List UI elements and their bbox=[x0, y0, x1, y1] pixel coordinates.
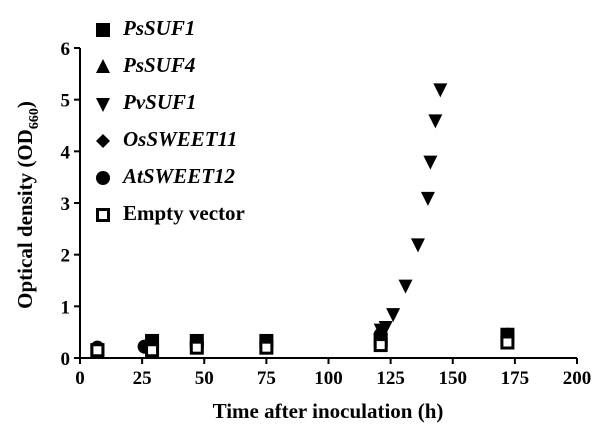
marker-triangle-down bbox=[420, 191, 435, 206]
legend-label: OsSWEET11 bbox=[123, 127, 237, 151]
marker-open-square bbox=[373, 338, 388, 353]
y-tick-label: 2 bbox=[61, 246, 71, 267]
marker-square bbox=[96, 23, 110, 37]
marker-open-square bbox=[500, 335, 515, 350]
x-tick-label: 25 bbox=[133, 368, 152, 389]
x-tick-label: 50 bbox=[195, 368, 214, 389]
marker-triangle-down bbox=[96, 98, 110, 112]
y-axis-title-text: Optical density (OD bbox=[13, 129, 37, 309]
y-axis-title-sub: 660 bbox=[27, 108, 42, 129]
x-tick-label: 150 bbox=[439, 368, 468, 389]
legend-label: PsSUF4 bbox=[122, 53, 195, 77]
marker-open-square bbox=[145, 343, 160, 358]
x-tick-label: 175 bbox=[501, 368, 530, 389]
marker-triangle-up bbox=[96, 59, 110, 73]
marker-open-square bbox=[96, 208, 110, 222]
legend-label: AtSWEET12 bbox=[121, 164, 236, 188]
y-tick-label: 5 bbox=[61, 91, 71, 112]
y-tick-label: 4 bbox=[61, 142, 71, 163]
x-tick-label: 100 bbox=[314, 368, 343, 389]
legend-label: PvSUF1 bbox=[122, 90, 197, 114]
marker-triangle-down bbox=[433, 83, 448, 98]
y-axis-title-end: ) bbox=[13, 101, 37, 108]
marker-circle bbox=[96, 171, 110, 185]
x-tick-label: 0 bbox=[75, 368, 85, 389]
x-axis-title: Time after inoculation (h) bbox=[213, 399, 444, 423]
marker-open-square bbox=[189, 340, 204, 355]
x-tick-label: 125 bbox=[376, 368, 405, 389]
marker-diamond bbox=[96, 134, 110, 148]
y-tick-label: 3 bbox=[61, 194, 71, 215]
marker-triangle-down bbox=[398, 279, 413, 294]
y-tick-label: 1 bbox=[61, 297, 71, 318]
marker-open-square bbox=[259, 340, 274, 355]
y-tick-label: 0 bbox=[61, 349, 71, 370]
legend-label: Empty vector bbox=[123, 201, 245, 225]
x-tick-label: 75 bbox=[257, 368, 276, 389]
marker-triangle-down bbox=[386, 308, 401, 323]
marker-triangle-down bbox=[423, 155, 438, 170]
y-tick-label: 6 bbox=[61, 39, 71, 60]
marker-triangle-down bbox=[410, 238, 425, 253]
marker-triangle-down bbox=[378, 321, 393, 335]
marker-triangle-down bbox=[428, 114, 443, 129]
x-tick-label: 200 bbox=[563, 368, 592, 389]
y-axis-title: Optical density (OD660) bbox=[13, 101, 42, 309]
legend-label: PsSUF1 bbox=[122, 16, 195, 40]
marker-open-square bbox=[90, 343, 105, 358]
